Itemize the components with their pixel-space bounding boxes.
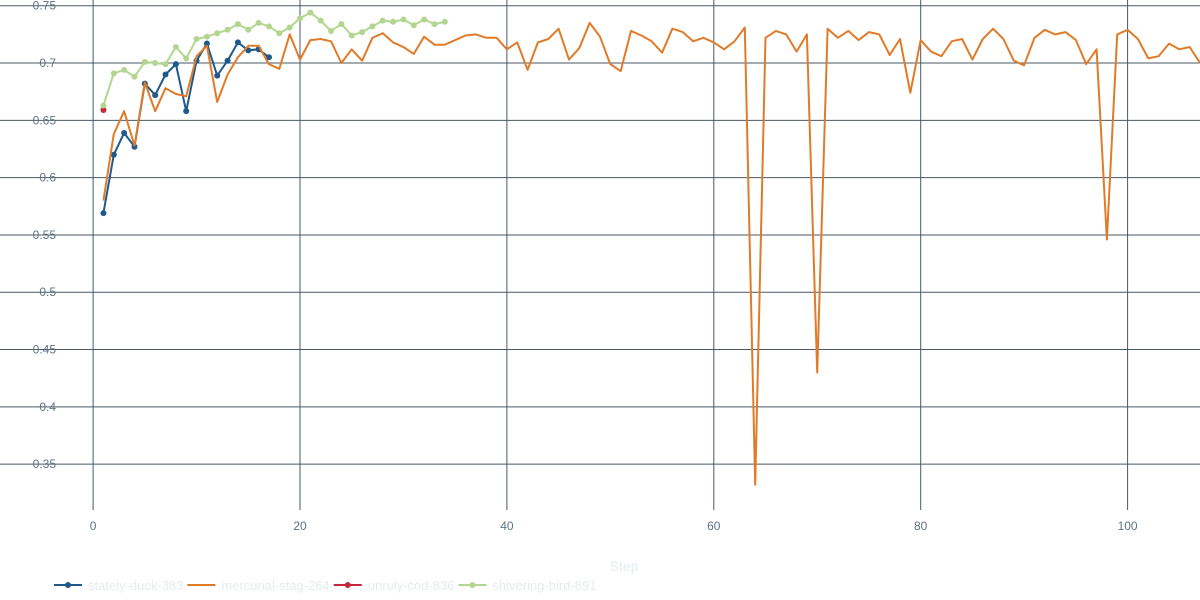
data-point bbox=[307, 9, 314, 16]
legend-item-unruly-cod-836[interactable]: unruly-cod-836 bbox=[333, 578, 455, 593]
tick-labels: 0 20 40 60 80 100 0.35 0.4 0.45 0.5 0.55 0.6 0.65 0.7… bbox=[33, 0, 1138, 533]
y-tick-label: 0.65 bbox=[33, 113, 57, 127]
data-point bbox=[162, 61, 169, 68]
data-point bbox=[359, 29, 366, 36]
data-point bbox=[203, 40, 210, 47]
data-point bbox=[121, 129, 128, 136]
data-point bbox=[369, 23, 376, 30]
x-tick-label: 80 bbox=[914, 519, 928, 533]
data-point bbox=[410, 22, 417, 29]
data-point bbox=[141, 58, 148, 65]
y-tick-label: 0.35 bbox=[33, 457, 57, 471]
data-point bbox=[390, 18, 397, 25]
series-mercurial-stag-264 bbox=[102, 21, 1200, 486]
data-point bbox=[183, 55, 190, 62]
legend-label: unruly-cod-836 bbox=[368, 578, 455, 593]
data-point bbox=[214, 72, 221, 79]
data-point bbox=[245, 26, 252, 33]
data-point bbox=[255, 19, 262, 26]
data-point bbox=[317, 17, 324, 24]
y-tick-label: 0.7 bbox=[39, 56, 56, 70]
y-tick-label: 0.6 bbox=[39, 171, 56, 185]
x-axis-title: Step bbox=[610, 558, 639, 574]
data-point bbox=[183, 108, 190, 115]
legend-label: shivering-bird-891 bbox=[492, 578, 596, 593]
data-point bbox=[286, 24, 293, 31]
data-point bbox=[297, 15, 303, 22]
y-tick-label: 0.5 bbox=[39, 285, 56, 299]
data-point bbox=[131, 143, 138, 150]
data-point bbox=[234, 21, 241, 28]
x-tick-label: 60 bbox=[707, 519, 721, 533]
data-point bbox=[276, 30, 283, 37]
legend-label: stately-duck-383 bbox=[88, 578, 183, 593]
legend-item-mercurial-stag-264[interactable]: mercurial-stag-264 bbox=[187, 578, 330, 593]
legend-marker bbox=[469, 582, 476, 588]
data-point bbox=[214, 30, 221, 37]
data-point bbox=[400, 16, 407, 23]
data-point bbox=[152, 92, 159, 99]
data-point bbox=[100, 107, 107, 114]
data-point bbox=[379, 17, 386, 24]
data-point bbox=[265, 54, 272, 61]
data-point bbox=[172, 61, 179, 68]
data-point bbox=[193, 35, 200, 42]
legend-label: mercurial-stag-264 bbox=[221, 578, 329, 593]
data-point bbox=[152, 60, 159, 67]
y-tick-label: 0.45 bbox=[33, 343, 57, 357]
data-point bbox=[224, 26, 231, 33]
data-point bbox=[131, 73, 138, 80]
data-point bbox=[338, 21, 345, 28]
grid bbox=[0, 0, 1200, 510]
data-point bbox=[203, 33, 210, 40]
legend-marker bbox=[344, 582, 351, 588]
data-point bbox=[348, 32, 355, 39]
data-point bbox=[172, 43, 179, 50]
y-tick-label: 0.4 bbox=[39, 400, 56, 414]
data-point bbox=[431, 21, 438, 28]
data-point bbox=[224, 57, 231, 64]
data-point bbox=[100, 210, 107, 217]
data-point bbox=[441, 18, 448, 25]
data-point bbox=[162, 71, 169, 78]
y-tick-label: 0.55 bbox=[33, 228, 57, 242]
legend-item-shivering-bird-891[interactable]: shivering-bird-891 bbox=[458, 578, 597, 593]
data-point bbox=[265, 23, 272, 30]
legend-marker bbox=[65, 582, 71, 588]
legend[interactable]: stately-duck-383 mercurial-stag-264 unruly… bbox=[54, 578, 597, 593]
legend-item-stately-duck-383[interactable]: stately-duck-383 bbox=[54, 578, 183, 593]
series-shivering-bird-891 bbox=[100, 9, 448, 109]
series bbox=[100, 9, 1200, 486]
x-tick-label: 40 bbox=[500, 519, 514, 533]
y-tick-label: 0.75 bbox=[33, 0, 57, 13]
data-point bbox=[234, 39, 241, 46]
x-tick-label: 20 bbox=[293, 519, 307, 533]
data-point bbox=[121, 66, 128, 73]
series-unruly-cod-836 bbox=[100, 107, 107, 114]
data-point bbox=[421, 16, 428, 23]
series-stately-duck-383 bbox=[100, 39, 272, 217]
data-point bbox=[110, 70, 117, 77]
data-point bbox=[328, 27, 335, 34]
x-tick-label: 0 bbox=[90, 519, 97, 533]
data-point bbox=[110, 151, 117, 158]
data-point bbox=[100, 102, 107, 109]
series-line bbox=[102, 21, 1200, 486]
x-tick-label: 100 bbox=[1118, 519, 1138, 533]
series-line bbox=[102, 11, 446, 106]
